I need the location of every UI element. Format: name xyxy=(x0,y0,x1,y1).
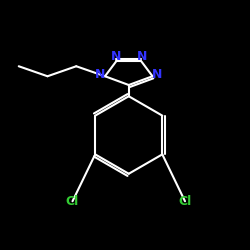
Text: Cl: Cl xyxy=(178,195,192,208)
Text: N: N xyxy=(152,68,162,81)
Text: N: N xyxy=(136,50,147,63)
Text: N: N xyxy=(95,68,106,81)
Text: N: N xyxy=(110,50,121,63)
Text: Cl: Cl xyxy=(66,195,79,208)
